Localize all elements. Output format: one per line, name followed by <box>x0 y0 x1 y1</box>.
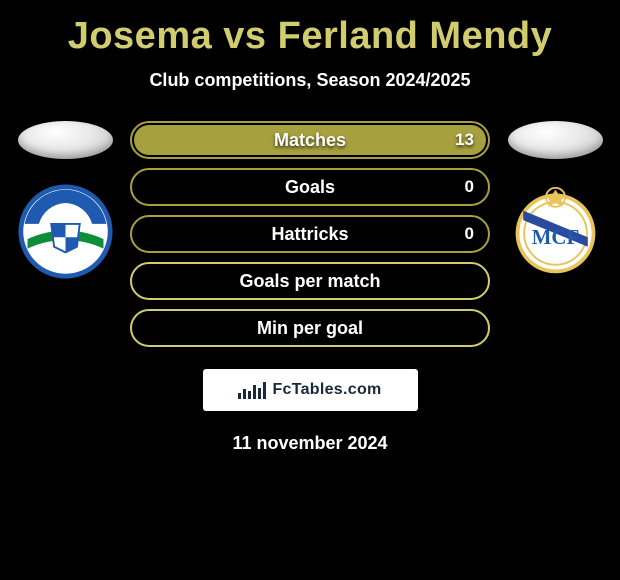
stat-pill: Min per goal <box>130 309 490 347</box>
left-side <box>10 121 120 279</box>
bar-chart-icon <box>238 382 266 399</box>
stats-column: Matches 13 Goals 0 Hattricks 0 Goals per match… <box>130 121 490 347</box>
stat-pill: Matches 13 <box>130 121 490 159</box>
date-label: 11 november 2024 <box>0 433 620 454</box>
main-row: Matches 13 Goals 0 Hattricks 0 Goals per match… <box>0 121 620 347</box>
stat-label: Goals <box>285 177 335 198</box>
stat-pill: Hattricks 0 <box>130 215 490 253</box>
right-side: MCF <box>500 121 610 279</box>
page-title: Josema vs Ferland Mendy <box>0 15 620 58</box>
leganes-crest-icon <box>18 184 113 279</box>
stat-label: Goals per match <box>239 271 380 292</box>
svg-text:MCF: MCF <box>531 225 579 249</box>
stat-pill: Goals per match <box>130 262 490 300</box>
stat-label: Matches <box>274 130 346 151</box>
left-team-crest <box>18 184 113 279</box>
stat-value-right: 13 <box>455 130 474 150</box>
page-subtitle: Club competitions, Season 2024/2025 <box>0 70 620 91</box>
stat-value-right: 0 <box>465 177 474 197</box>
comparison-card: Josema vs Ferland Mendy Club competition… <box>0 0 620 464</box>
left-player-placeholder <box>18 121 113 159</box>
brand-label: FcTables.com <box>272 381 381 399</box>
right-player-placeholder <box>508 121 603 159</box>
stat-label: Min per goal <box>257 318 363 339</box>
real-madrid-crest-icon: MCF <box>508 184 603 279</box>
stat-label: Hattricks <box>271 224 348 245</box>
stat-value-right: 0 <box>465 224 474 244</box>
brand-logo[interactable]: FcTables.com <box>203 369 418 411</box>
stat-pill: Goals 0 <box>130 168 490 206</box>
right-team-crest: MCF <box>508 184 603 279</box>
